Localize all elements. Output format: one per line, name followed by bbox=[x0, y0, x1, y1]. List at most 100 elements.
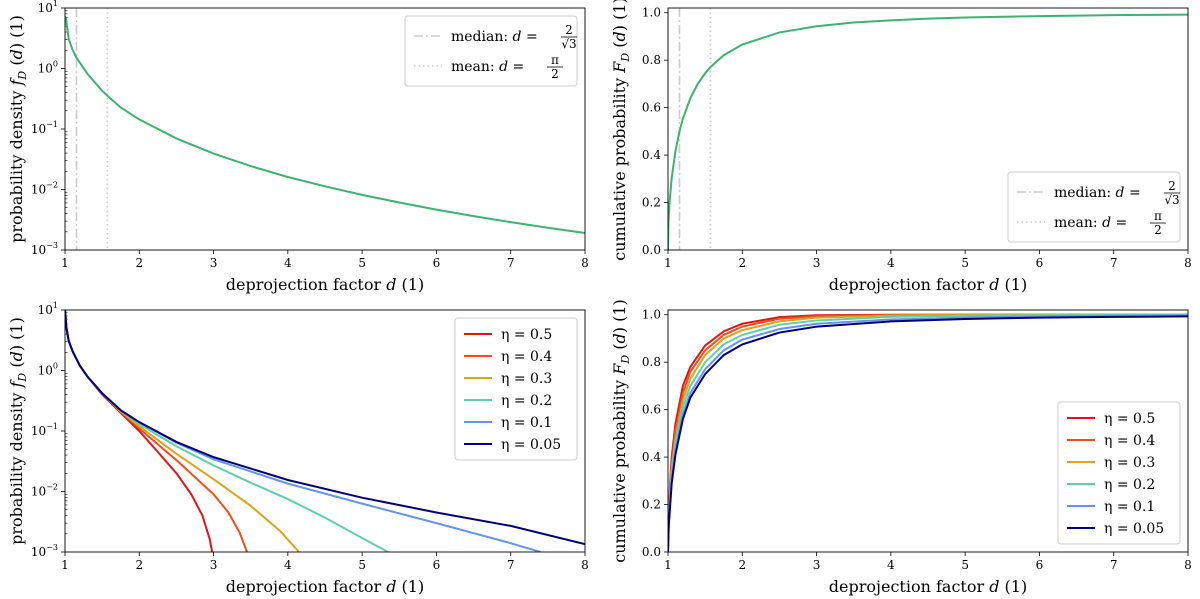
x-axis-label: deprojection factor d (1) bbox=[829, 275, 1027, 294]
y-tick-label: 100 bbox=[38, 362, 58, 378]
legend-entry: η = 0.1 bbox=[1067, 499, 1155, 515]
legend-label: η = 0.2 bbox=[501, 393, 552, 409]
legend-fraction-denominator: √3 bbox=[1164, 193, 1179, 207]
y-axis-label: cumulative probability FD (d) (1) bbox=[610, 299, 632, 563]
y-axis-label: cumulative probability FD (d) (1) bbox=[610, 0, 632, 261]
x-tick-label: 3 bbox=[813, 256, 821, 270]
legend-fraction-denominator: √3 bbox=[561, 37, 576, 51]
legend-entry: η = 0.3 bbox=[464, 371, 552, 387]
legend-label: η = 0.2 bbox=[1104, 477, 1155, 493]
legend-entry: η = 0.05 bbox=[464, 437, 561, 453]
legend-entry: η = 0.2 bbox=[1067, 477, 1155, 493]
legend-entry: η = 0.05 bbox=[1067, 521, 1164, 537]
y-tick-label: 1.0 bbox=[642, 308, 661, 322]
legend-entry: median: d = 2√3 bbox=[414, 23, 577, 51]
panel-bottom-left: 1 2 3 4 5 6 7 8 10−3 10−2 10−1 100 101 deprojection f… bbox=[7, 301, 589, 596]
x-tick-label: 3 bbox=[210, 558, 218, 572]
x-tick-label: 7 bbox=[1110, 256, 1118, 270]
y-tick-label: 0.8 bbox=[642, 53, 661, 67]
panel-top-left: 1 2 3 4 5 6 7 8 10−3 10−2 10−1 100 101 deprojection f… bbox=[7, 0, 589, 294]
legend-box bbox=[404, 15, 578, 87]
legend-entry: η = 0.3 bbox=[1067, 455, 1155, 471]
legend-label: median: d = bbox=[1054, 185, 1141, 201]
curve-line bbox=[668, 13, 1188, 250]
y-tick-label: 1.0 bbox=[642, 6, 661, 20]
legend-entry: mean: d = π2 bbox=[1017, 209, 1166, 237]
x-tick-label: 3 bbox=[813, 558, 821, 572]
y-tick-label: 10−1 bbox=[31, 422, 58, 438]
legend-label: η = 0.4 bbox=[501, 349, 552, 365]
x-tick-label: 7 bbox=[507, 558, 515, 572]
series-line bbox=[65, 310, 214, 552]
y-axis-label: probability density fD (d) (1) bbox=[7, 317, 29, 545]
axes-frame bbox=[667, 309, 1189, 553]
curve-line bbox=[65, 16, 585, 234]
y-tick-label: 10−2 bbox=[31, 483, 58, 499]
legend-fraction-numerator: 2 bbox=[565, 23, 573, 37]
y-tick-label: 0.4 bbox=[642, 450, 661, 464]
y-axis-label: probability density fD (d) (1) bbox=[7, 15, 29, 243]
legend-label: η = 0.5 bbox=[501, 327, 552, 343]
x-tick-label: 4 bbox=[887, 558, 895, 572]
x-tick-label: 6 bbox=[1036, 558, 1044, 572]
y-tick-label: 10−2 bbox=[31, 181, 58, 197]
legend-box bbox=[1007, 171, 1181, 243]
legend-label: median: d = bbox=[451, 29, 538, 45]
legend-label: mean: d = bbox=[1054, 215, 1127, 231]
axes-frame bbox=[64, 309, 586, 553]
y-tick-label: 101 bbox=[38, 0, 58, 15]
legend-entry: η = 0.1 bbox=[464, 415, 552, 431]
y-tick-label: 10−3 bbox=[31, 241, 58, 257]
x-tick-label: 6 bbox=[433, 558, 441, 572]
series-line bbox=[668, 315, 1188, 552]
x-tick-label: 8 bbox=[1184, 558, 1192, 572]
legend-label: mean: d = bbox=[451, 59, 524, 75]
x-tick-label: 2 bbox=[135, 256, 143, 270]
legend-fraction-numerator: π bbox=[551, 53, 559, 67]
x-tick-label: 1 bbox=[664, 256, 672, 270]
axes-frame bbox=[667, 7, 1189, 251]
legend-label: η = 0.1 bbox=[501, 415, 552, 431]
legend-entry: η = 0.4 bbox=[464, 349, 552, 365]
x-tick-label: 2 bbox=[135, 558, 143, 572]
x-tick-label: 7 bbox=[1110, 558, 1118, 572]
legend-entry: η = 0.5 bbox=[464, 327, 552, 343]
x-tick-label: 5 bbox=[358, 558, 366, 572]
legend-label: η = 0.1 bbox=[1104, 499, 1155, 515]
y-tick-label: 101 bbox=[38, 301, 58, 317]
legend-fraction-numerator: 2 bbox=[1168, 179, 1176, 193]
legend: η = 0.5 η = 0.4 η = 0.3 η = 0.2 η = 0.1 η = 0… bbox=[454, 317, 578, 461]
legend-entry: mean: d = π2 bbox=[414, 53, 563, 81]
x-tick-label: 4 bbox=[887, 256, 895, 270]
x-tick-label: 1 bbox=[61, 558, 69, 572]
x-tick-label: 3 bbox=[210, 256, 218, 270]
x-tick-label: 1 bbox=[664, 558, 672, 572]
panel-bottom-right: 1 2 3 4 5 6 7 8 0.0 0.2 0.4 0.6 0.8 1.0 deprojection f… bbox=[610, 299, 1192, 596]
x-tick-label: 8 bbox=[581, 256, 589, 270]
legend: η = 0.5 η = 0.4 η = 0.3 η = 0.2 η = 0.1 η = 0… bbox=[1057, 401, 1181, 545]
legend-label: η = 0.3 bbox=[1104, 455, 1155, 471]
panel-top-right: 1 2 3 4 5 6 7 8 0.0 0.2 0.4 0.6 0.8 1.0 deprojection f… bbox=[610, 0, 1192, 294]
x-tick-label: 5 bbox=[961, 256, 969, 270]
x-tick-label: 5 bbox=[358, 256, 366, 270]
y-tick-label: 0.6 bbox=[642, 101, 661, 115]
series-line bbox=[65, 310, 389, 552]
y-tick-label: 0.8 bbox=[642, 355, 661, 369]
legend-entry: η = 0.4 bbox=[1067, 433, 1155, 449]
y-tick-label: 0.0 bbox=[642, 243, 661, 257]
legend-entry: η = 0.5 bbox=[1067, 411, 1155, 427]
legend-label: η = 0.05 bbox=[501, 437, 561, 453]
legend-box bbox=[1057, 401, 1181, 545]
x-tick-label: 1 bbox=[61, 256, 69, 270]
x-tick-label: 4 bbox=[284, 256, 292, 270]
legend-fraction-denominator: 2 bbox=[551, 67, 559, 81]
series-line bbox=[65, 310, 300, 552]
x-tick-label: 2 bbox=[738, 256, 746, 270]
y-tick-label: 0.0 bbox=[642, 545, 661, 559]
x-tick-label: 2 bbox=[738, 558, 746, 572]
legend-entry: median: d = 2√3 bbox=[1017, 179, 1180, 207]
legend-label: η = 0.05 bbox=[1104, 521, 1164, 537]
y-tick-label: 0.4 bbox=[642, 148, 661, 162]
x-tick-label: 8 bbox=[581, 558, 589, 572]
